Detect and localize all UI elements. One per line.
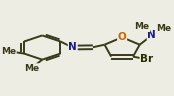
Text: Br: Br bbox=[140, 54, 153, 64]
Text: Me: Me bbox=[135, 22, 150, 31]
Text: Me: Me bbox=[25, 64, 40, 73]
Text: O: O bbox=[118, 32, 126, 42]
Text: N: N bbox=[68, 42, 77, 52]
Text: Me: Me bbox=[156, 24, 171, 33]
Text: N: N bbox=[147, 30, 156, 40]
Text: Me: Me bbox=[1, 47, 16, 56]
